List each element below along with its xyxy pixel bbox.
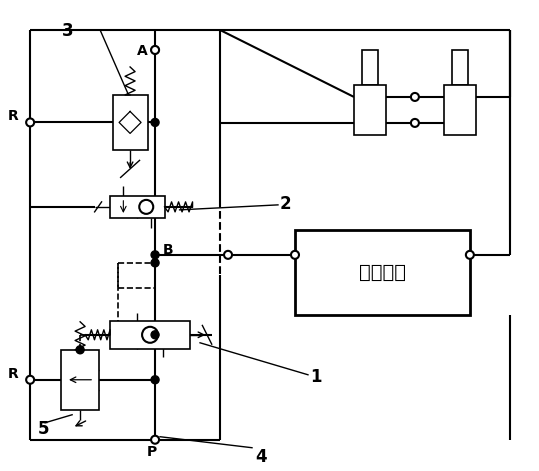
Circle shape <box>151 251 159 259</box>
Bar <box>444 85 476 135</box>
Text: P: P <box>147 445 157 459</box>
Circle shape <box>151 436 159 444</box>
Circle shape <box>151 376 159 384</box>
Circle shape <box>466 251 474 259</box>
Text: 2: 2 <box>280 195 292 213</box>
Text: 专用阀组: 专用阀组 <box>359 263 406 282</box>
Bar <box>109 196 164 218</box>
Circle shape <box>224 251 232 259</box>
Text: B: B <box>163 243 174 257</box>
Bar <box>113 95 148 150</box>
Bar <box>110 321 190 349</box>
Circle shape <box>411 119 419 127</box>
Text: A: A <box>137 44 148 58</box>
Circle shape <box>76 346 84 354</box>
Bar <box>452 50 468 85</box>
Text: 4: 4 <box>255 448 267 466</box>
Text: R: R <box>8 109 19 123</box>
Text: R: R <box>8 367 19 381</box>
Bar <box>295 230 470 315</box>
Bar <box>61 350 99 410</box>
Circle shape <box>151 259 159 267</box>
Circle shape <box>26 376 34 384</box>
Text: 3: 3 <box>62 22 74 40</box>
Circle shape <box>151 331 159 339</box>
Circle shape <box>151 46 159 54</box>
Bar <box>354 85 386 135</box>
Circle shape <box>139 200 153 214</box>
Circle shape <box>142 327 158 343</box>
Circle shape <box>151 118 159 126</box>
Circle shape <box>291 251 299 259</box>
Text: 1: 1 <box>310 368 321 386</box>
Text: 5: 5 <box>38 420 50 438</box>
Circle shape <box>26 118 34 126</box>
Bar <box>362 50 378 85</box>
Circle shape <box>151 46 159 54</box>
Circle shape <box>411 93 419 101</box>
